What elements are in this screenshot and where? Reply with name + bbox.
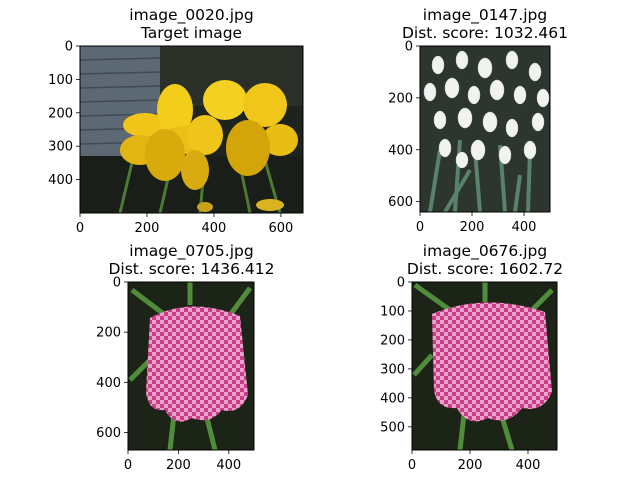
subplot-title-line-1: image_0147.jpg xyxy=(423,6,547,25)
y-tick-label: 400 xyxy=(388,143,413,158)
x-tick-label: 200 xyxy=(458,458,483,473)
x-tick-label: 0 xyxy=(124,458,132,473)
y-tick-label: 300 xyxy=(380,362,405,377)
subplot-title-line-2: Dist. score: 1032.461 xyxy=(402,24,568,42)
subplot-match-1: image_0147.jpg Dist. score: 1032.461 xyxy=(388,6,568,235)
y-axis: 0 100 200 300 400 500 xyxy=(380,276,412,435)
x-axis: 0 200 400 xyxy=(124,450,241,473)
y-tick-label: 0 xyxy=(113,276,121,291)
axes-frame xyxy=(79,45,304,214)
y-tick-label: 200 xyxy=(388,91,413,106)
y-tick-label: 300 xyxy=(48,140,73,155)
y-tick-label: 400 xyxy=(96,376,121,391)
fritillary-image xyxy=(412,282,557,450)
fritillary-image xyxy=(128,282,254,450)
subplot-match-2: image_0705.jpg Dist. score: 1436.412 0 20… xyxy=(96,242,274,473)
x-axis: 0 200 400 xyxy=(408,450,541,473)
subplot-title-line-2: Dist. score: 1602.72 xyxy=(407,260,563,278)
x-tick-label: 200 xyxy=(166,458,191,473)
x-tick-label: 400 xyxy=(516,458,541,473)
x-tick-label: 400 xyxy=(202,221,227,236)
y-tick-label: 200 xyxy=(48,106,73,121)
y-axis: 0 100 200 300 400 xyxy=(48,40,80,188)
x-tick-label: 600 xyxy=(268,221,293,236)
y-tick-label: 600 xyxy=(96,426,121,441)
x-tick-label: 0 xyxy=(76,221,84,236)
subplot-target: image_0020.jpg Target image xyxy=(48,6,304,236)
snowdrop-image xyxy=(420,46,550,212)
subplot-title-line-1: image_0020.jpg xyxy=(129,6,253,25)
subplot-title-line-1: image_0705.jpg xyxy=(129,242,253,261)
x-axis: 0 200 400 600 xyxy=(76,213,293,236)
y-tick-label: 100 xyxy=(48,73,73,88)
axes-frame xyxy=(411,281,558,451)
y-tick-label: 0 xyxy=(397,276,405,291)
axes-frame xyxy=(419,45,551,213)
y-tick-label: 200 xyxy=(380,333,405,348)
x-tick-label: 0 xyxy=(416,220,424,235)
y-tick-label: 200 xyxy=(96,326,121,341)
y-tick-label: 0 xyxy=(405,40,413,55)
axes-frame xyxy=(127,281,255,451)
x-tick-label: 0 xyxy=(408,458,416,473)
y-tick-label: 400 xyxy=(48,173,73,188)
x-tick-label: 400 xyxy=(512,220,537,235)
x-axis: 0 200 400 xyxy=(416,212,537,235)
x-tick-label: 400 xyxy=(216,458,241,473)
y-tick-label: 500 xyxy=(380,420,405,435)
y-tick-label: 600 xyxy=(388,195,413,210)
y-axis: 0 200 400 600 xyxy=(388,40,420,210)
y-axis: 0 200 400 600 xyxy=(96,276,128,441)
subplot-title-line-2: Target image xyxy=(140,24,242,42)
y-tick-label: 400 xyxy=(380,391,405,406)
x-tick-label: 200 xyxy=(460,220,485,235)
subplot-title-line-2: Dist. score: 1436.412 xyxy=(108,260,274,278)
subplot-title-line-1: image_0676.jpg xyxy=(423,242,547,261)
y-tick-label: 0 xyxy=(65,40,73,55)
subplot-match-3: image_0676.jpg Dist. score: 1602.72 0 200… xyxy=(380,242,563,473)
y-tick-label: 100 xyxy=(380,304,405,319)
x-tick-label: 200 xyxy=(135,221,160,236)
daffodil-image xyxy=(80,46,303,213)
